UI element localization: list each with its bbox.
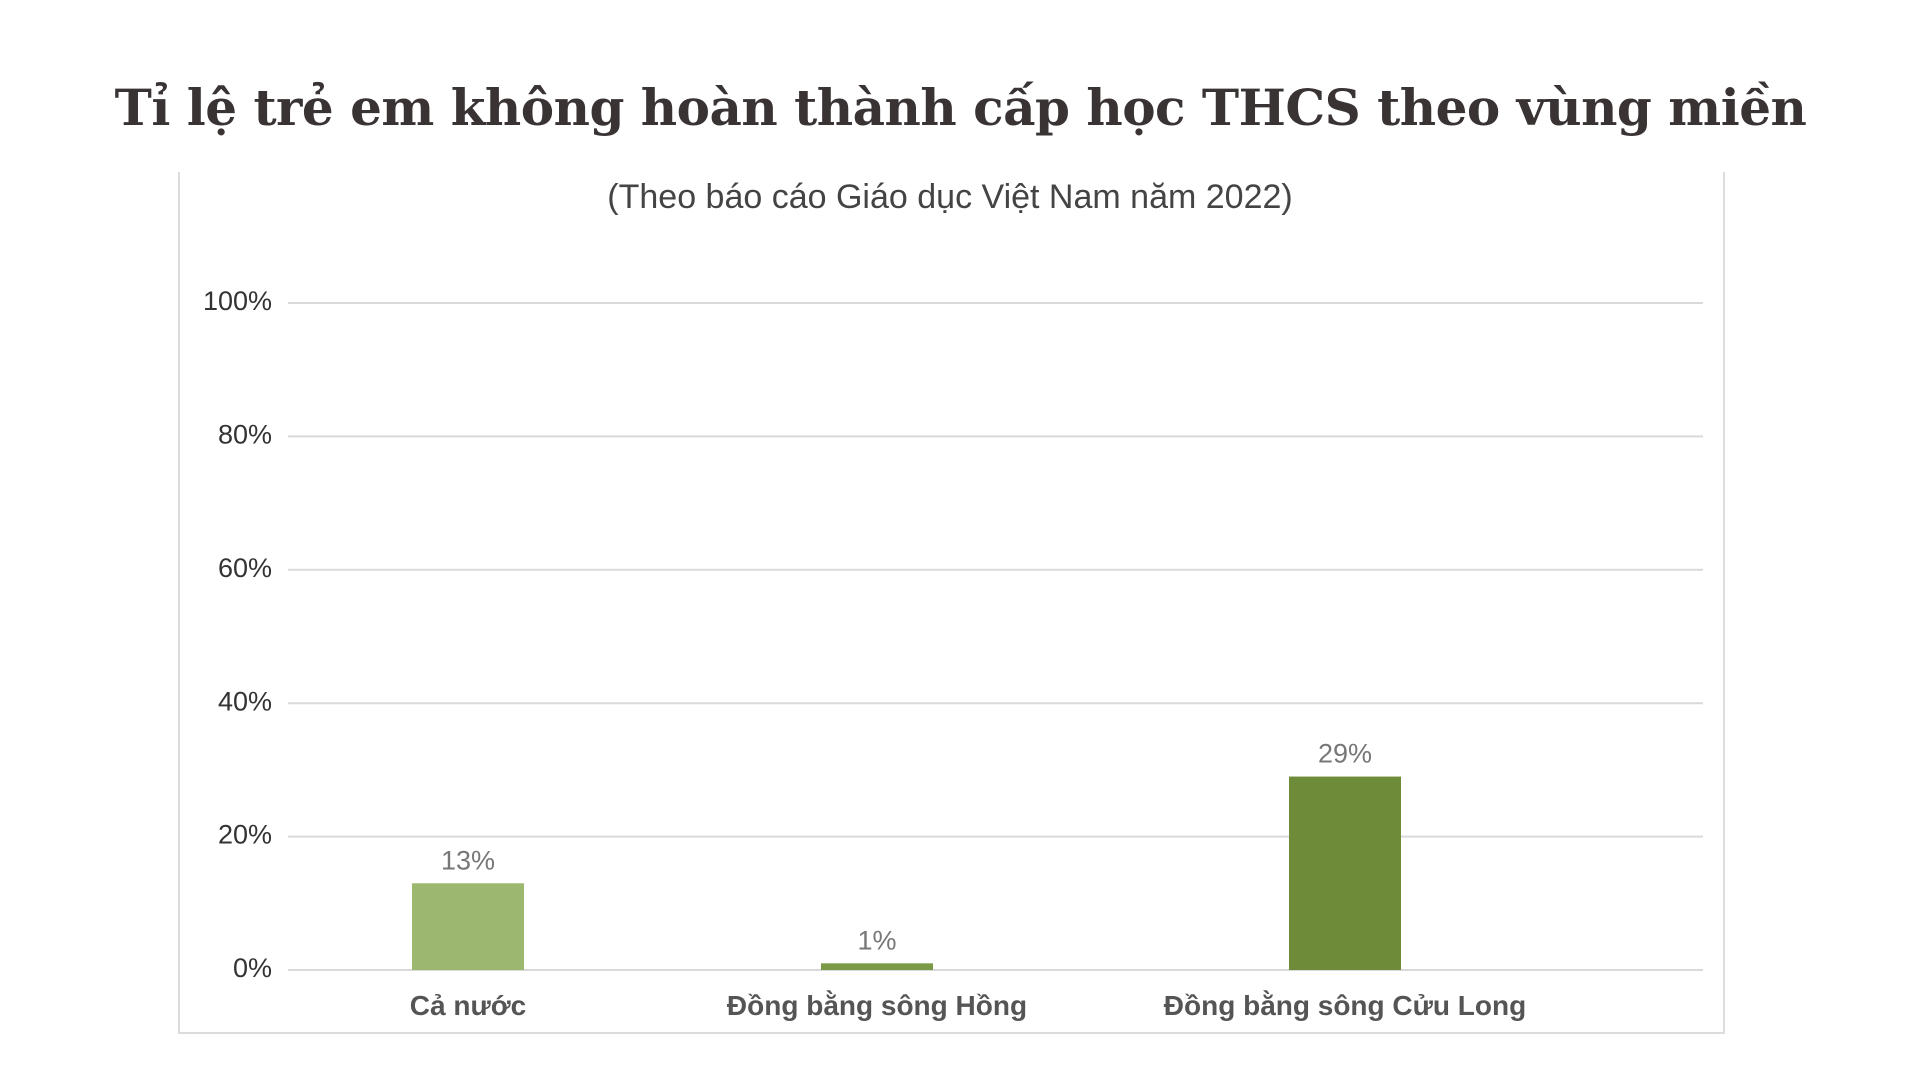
y-tick-label: 80% [218, 420, 272, 450]
bar [821, 963, 933, 970]
bars [412, 776, 1401, 970]
y-tick-label: 100% [203, 286, 272, 316]
bar [1289, 776, 1401, 970]
bar [412, 883, 524, 970]
x-axis-ticks: Cả nước Đồng bằng sông Hồng Đồng bằng sông… [410, 990, 1526, 1021]
data-label: 1% [857, 925, 896, 955]
gridlines [288, 302, 1703, 971]
chart-subtitle: (Theo báo cáo Giáo dục Việt Nam năm 2022… [607, 178, 1292, 216]
x-tick-label: Đồng bằng sông Hồng [727, 990, 1027, 1021]
x-tick-label: Đồng bằng sông Cửu Long [1164, 990, 1526, 1021]
y-axis-ticks: 0% 20% 40% 60% 80% 100% [203, 286, 272, 983]
data-label: 13% [441, 845, 495, 875]
y-tick-label: 0% [233, 953, 272, 983]
chart-frame: (Theo báo cáo Giáo dục Việt Nam năm 2022… [178, 172, 1725, 1034]
x-tick-label: Cả nước [410, 990, 526, 1021]
chart-title: Tỉ lệ trẻ em không hoàn thành cấp học TH… [114, 78, 1807, 137]
bar-chart: (Theo báo cáo Giáo dục Việt Nam năm 2022… [203, 178, 1703, 1021]
y-tick-label: 20% [218, 820, 272, 850]
y-tick-label: 60% [218, 553, 272, 583]
y-tick-label: 40% [218, 686, 272, 716]
data-labels: 13% 1% 29% [441, 739, 1372, 956]
data-label: 29% [1318, 739, 1372, 769]
